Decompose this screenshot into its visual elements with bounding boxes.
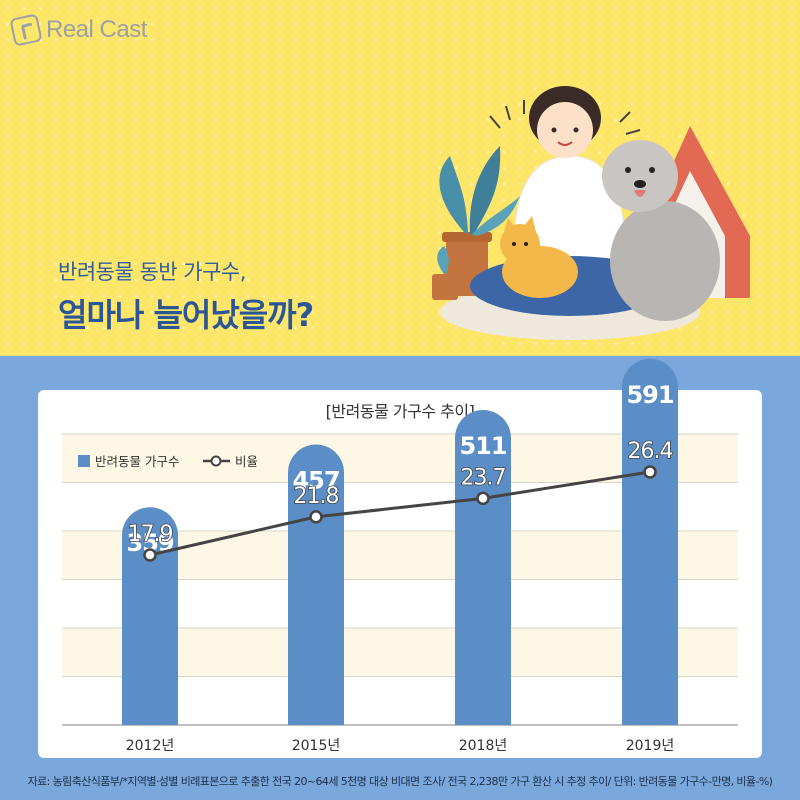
x-tick-label-1: 2015년 <box>292 738 341 754</box>
headline-subtitle: 반려동물 동반 가구수, <box>58 260 246 284</box>
ratio-point-0 <box>143 548 157 562</box>
header-area: Real Cast 반려동물 동반 가구수, 얼마나 늘어났을까? <box>0 0 800 356</box>
ratio-value-label-1: 21.8 <box>294 484 339 509</box>
bar-0 <box>122 507 178 725</box>
source-note: 자료: 농림축산식품부/*지역별·성별 비례표본으로 추출한 전국 20~64세… <box>27 775 773 788</box>
dog-head-shape <box>602 140 678 212</box>
ratio-point-3 <box>643 465 657 479</box>
illustration-person-with-pets <box>432 86 750 340</box>
headline-title: 얼마나 늘어났을까? <box>58 296 314 334</box>
x-tick-label-3: 2019년 <box>626 738 675 754</box>
legend-bar-label: 반려동물 가구수 <box>95 454 179 469</box>
legend-bar-swatch <box>78 455 90 467</box>
bar-value-label-3: 591 <box>626 381 673 409</box>
legend-line-label: 비율 <box>235 454 258 469</box>
x-tick-label-2: 2018년 <box>459 738 508 754</box>
ratio-value-label-0: 17.9 <box>128 522 173 547</box>
bar-value-label-2: 511 <box>459 432 506 460</box>
bar-value-label-1: 457 <box>292 467 339 495</box>
ratio-line <box>149 470 651 557</box>
person-face-shape <box>537 102 593 158</box>
legend-line-marker <box>210 455 222 467</box>
ratio-value-label-3: 26.4 <box>628 439 673 464</box>
bar-2 <box>455 409 511 725</box>
ratio-value-label-2: 23.7 <box>461 465 506 490</box>
cat-head-shape <box>500 224 540 264</box>
headline: 반려동물 동반 가구수, 얼마나 늘어났을까? <box>58 256 314 336</box>
plant-leaves-shape <box>439 156 468 234</box>
ratio-point-1 <box>309 510 323 524</box>
chart-title: [반려동물 가구수 추이] <box>325 402 475 421</box>
logo: Real Cast <box>9 13 147 47</box>
dog-body-shape <box>610 201 720 321</box>
x-tick-label-0: 2012년 <box>126 738 175 754</box>
bar-3 <box>622 358 678 725</box>
ratio-point-2 <box>476 491 490 506</box>
logo-text: Real Cast <box>46 16 147 43</box>
